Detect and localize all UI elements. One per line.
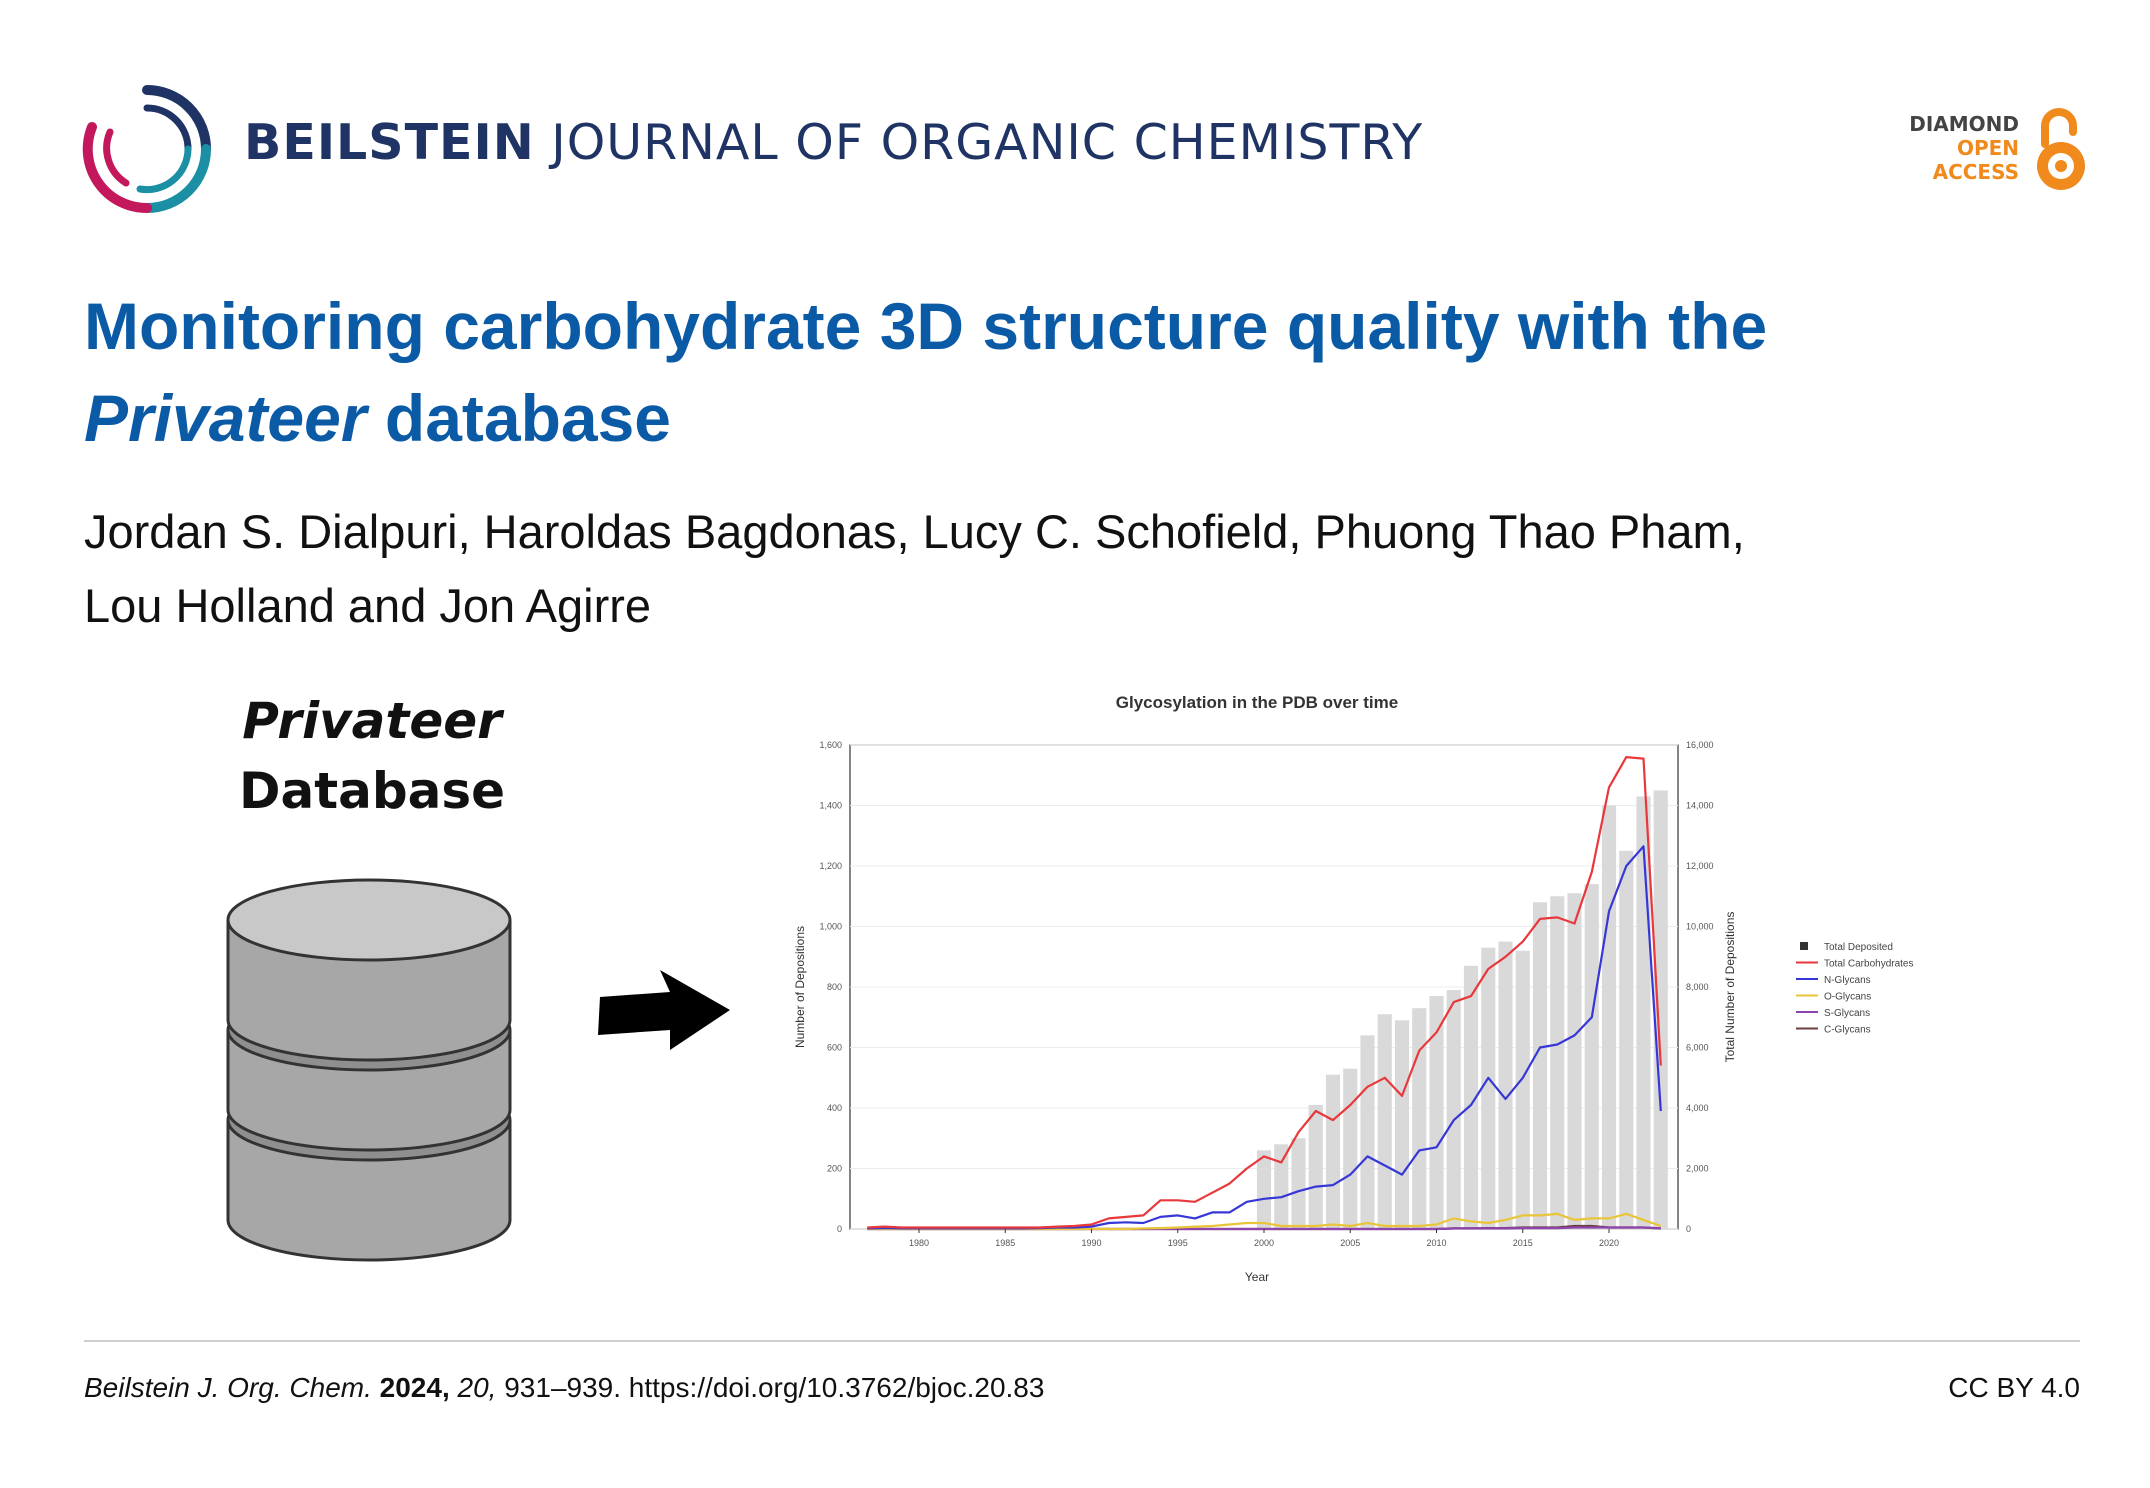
y-tick-label: 200: [827, 1164, 842, 1174]
license: CC BY 4.0: [1948, 1372, 2080, 1403]
bar-total-deposited: [1343, 1068, 1358, 1229]
y-tick-label: 800: [827, 982, 842, 992]
bar-total-deposited: [1515, 950, 1530, 1229]
db-label-line2: Database: [239, 762, 505, 820]
citation-journal: Beilstein J. Org. Chem.: [84, 1372, 372, 1403]
bar-total-deposited: [1601, 805, 1617, 1229]
bar-total-deposited: [1446, 990, 1461, 1229]
graphical-abstract: Privateer Database Glycosylation in the …: [226, 692, 1914, 1284]
x-axis-label: Year: [1245, 1270, 1269, 1284]
authors-line2: Lou Holland and Jon Agirre: [84, 579, 652, 632]
series-line-total-carbohydrates: [867, 755, 1662, 1229]
x-tick-label: 1990: [1081, 1238, 1101, 1248]
legend-label-total-deposited: Total Deposited: [1824, 942, 1893, 953]
citation-pages-doi[interactable]: 931–939. https://doi.org/10.3762/bjoc.20…: [504, 1372, 1045, 1403]
oa-line2: OPEN: [1956, 136, 2019, 160]
journal-name-bold: BEILSTEIN: [244, 114, 535, 171]
bar-total-deposited: [1550, 896, 1565, 1229]
bar-total-deposited: [1584, 884, 1599, 1229]
article-authors: Jordan S. Dialpuri, Haroldas Bagdonas, L…: [84, 495, 2044, 643]
bar-total-deposited: [1291, 1138, 1306, 1229]
title-part1: Monitoring carbohydrate 3D structure qua…: [84, 289, 1768, 363]
x-tick-label: 1980: [909, 1238, 929, 1248]
bar-total-deposited: [1619, 850, 1634, 1229]
bar-total-deposited: [1532, 902, 1548, 1229]
x-tick-label: 2000: [1254, 1238, 1274, 1248]
bar-total-deposited: [1360, 1035, 1375, 1229]
authors-line1: Jordan S. Dialpuri, Haroldas Bagdonas, L…: [84, 505, 1745, 558]
y2-axis-label: Total Number of Depositions: [1723, 912, 1737, 1063]
bar-total-deposited: [1308, 1104, 1323, 1229]
y2-tick-label: 6,000: [1686, 1043, 1709, 1053]
glycosylation-chart: Glycosylation in the PDB over time 0 200 4…: [793, 693, 1914, 1284]
bar-total-deposited: [1394, 1020, 1410, 1229]
x-tick-label: 1985: [995, 1238, 1015, 1248]
x-tick-label: 2010: [1426, 1238, 1446, 1248]
citation: Beilstein J. Org. Chem. 2024, 20, 931–93…: [84, 1372, 1044, 1404]
y2-tick-label: 12,000: [1686, 861, 1714, 871]
bar-total-deposited: [1412, 1008, 1427, 1229]
article-title: Monitoring carbohydrate 3D structure qua…: [84, 280, 2044, 464]
y-tick-label: 0: [837, 1224, 842, 1234]
oa-line3: ACCESS: [1932, 160, 2019, 184]
y-tick-label: 1,000: [819, 922, 842, 932]
legend-label-n-glycans: N-Glycans: [1824, 975, 1871, 986]
citation-volume: 20,: [457, 1372, 497, 1403]
bar-total-deposited: [1274, 1144, 1289, 1229]
arrow-right-icon: [598, 970, 730, 1050]
x-tick-label: 2005: [1340, 1238, 1360, 1248]
legend-label-o-glycans: O-Glycans: [1824, 992, 1871, 1003]
legend-swatch-total-deposited: [1800, 942, 1808, 950]
y-tick-label: 1,400: [819, 801, 842, 811]
database-icon: [226, 878, 512, 1262]
x-tick-label: 2020: [1599, 1238, 1619, 1248]
bar-total-deposited: [1498, 941, 1513, 1229]
y-tick-label: 400: [827, 1103, 842, 1113]
footer-divider: [84, 1340, 2080, 1342]
chart-title: Glycosylation in the PDB over time: [1116, 693, 1398, 712]
y2-tick-label: 2,000: [1686, 1164, 1709, 1174]
journal-name-rest: JOURNAL OF ORGANIC CHEMISTRY: [551, 114, 1424, 171]
diamond-open-access-badge: DIAMOND OPEN ACCESS: [1895, 104, 2089, 204]
y2-tick-label: 10,000: [1686, 922, 1714, 932]
legend-label-total-carbohydrates: Total Carbohydrates: [1824, 959, 1914, 970]
journal-name: BEILSTEIN JOURNAL OF ORGANIC CHEMISTRY: [244, 114, 1423, 171]
y-axis-label: Number of Depositions: [793, 926, 807, 1048]
oa-line1: DIAMOND: [1909, 112, 2019, 136]
y2-tick-label: 4,000: [1686, 1103, 1709, 1113]
bar-total-deposited: [1567, 893, 1582, 1229]
bar-total-deposited: [1377, 1014, 1392, 1229]
legend-label-s-glycans: S-Glycans: [1824, 1008, 1870, 1019]
y-tick-label: 1,600: [819, 740, 842, 750]
x-tick-label: 2015: [1513, 1238, 1533, 1248]
db-label-line1: Privateer: [242, 692, 505, 750]
x-tick-label: 1995: [1168, 1238, 1188, 1248]
bar-total-deposited: [1653, 790, 1668, 1229]
bar-total-deposited: [1429, 996, 1444, 1229]
y-tick-label: 600: [827, 1043, 842, 1053]
y2-tick-label: 8,000: [1686, 982, 1709, 992]
citation-year: 2024,: [379, 1372, 450, 1403]
bar-total-deposited: [1481, 947, 1496, 1229]
bar-total-deposited: [1256, 1150, 1272, 1229]
y2-tick-label: 16,000: [1686, 740, 1714, 750]
chart-legend: Total Deposited Total Carbohydrates N-Glyc…: [1796, 942, 1914, 1036]
open-lock-icon: [2037, 108, 2085, 190]
y2-tick-label: 0: [1686, 1224, 1691, 1234]
title-part2: database: [384, 381, 672, 455]
journal-logo-icon: [82, 85, 211, 214]
bar-total-deposited: [1463, 965, 1479, 1229]
y2-tick-label: 14,000: [1686, 801, 1714, 811]
bar-total-deposited: [1325, 1074, 1341, 1229]
y-tick-label: 1,200: [819, 861, 842, 871]
title-italic: Privateer: [84, 381, 367, 455]
legend-label-c-glycans: C-Glycans: [1824, 1025, 1871, 1036]
